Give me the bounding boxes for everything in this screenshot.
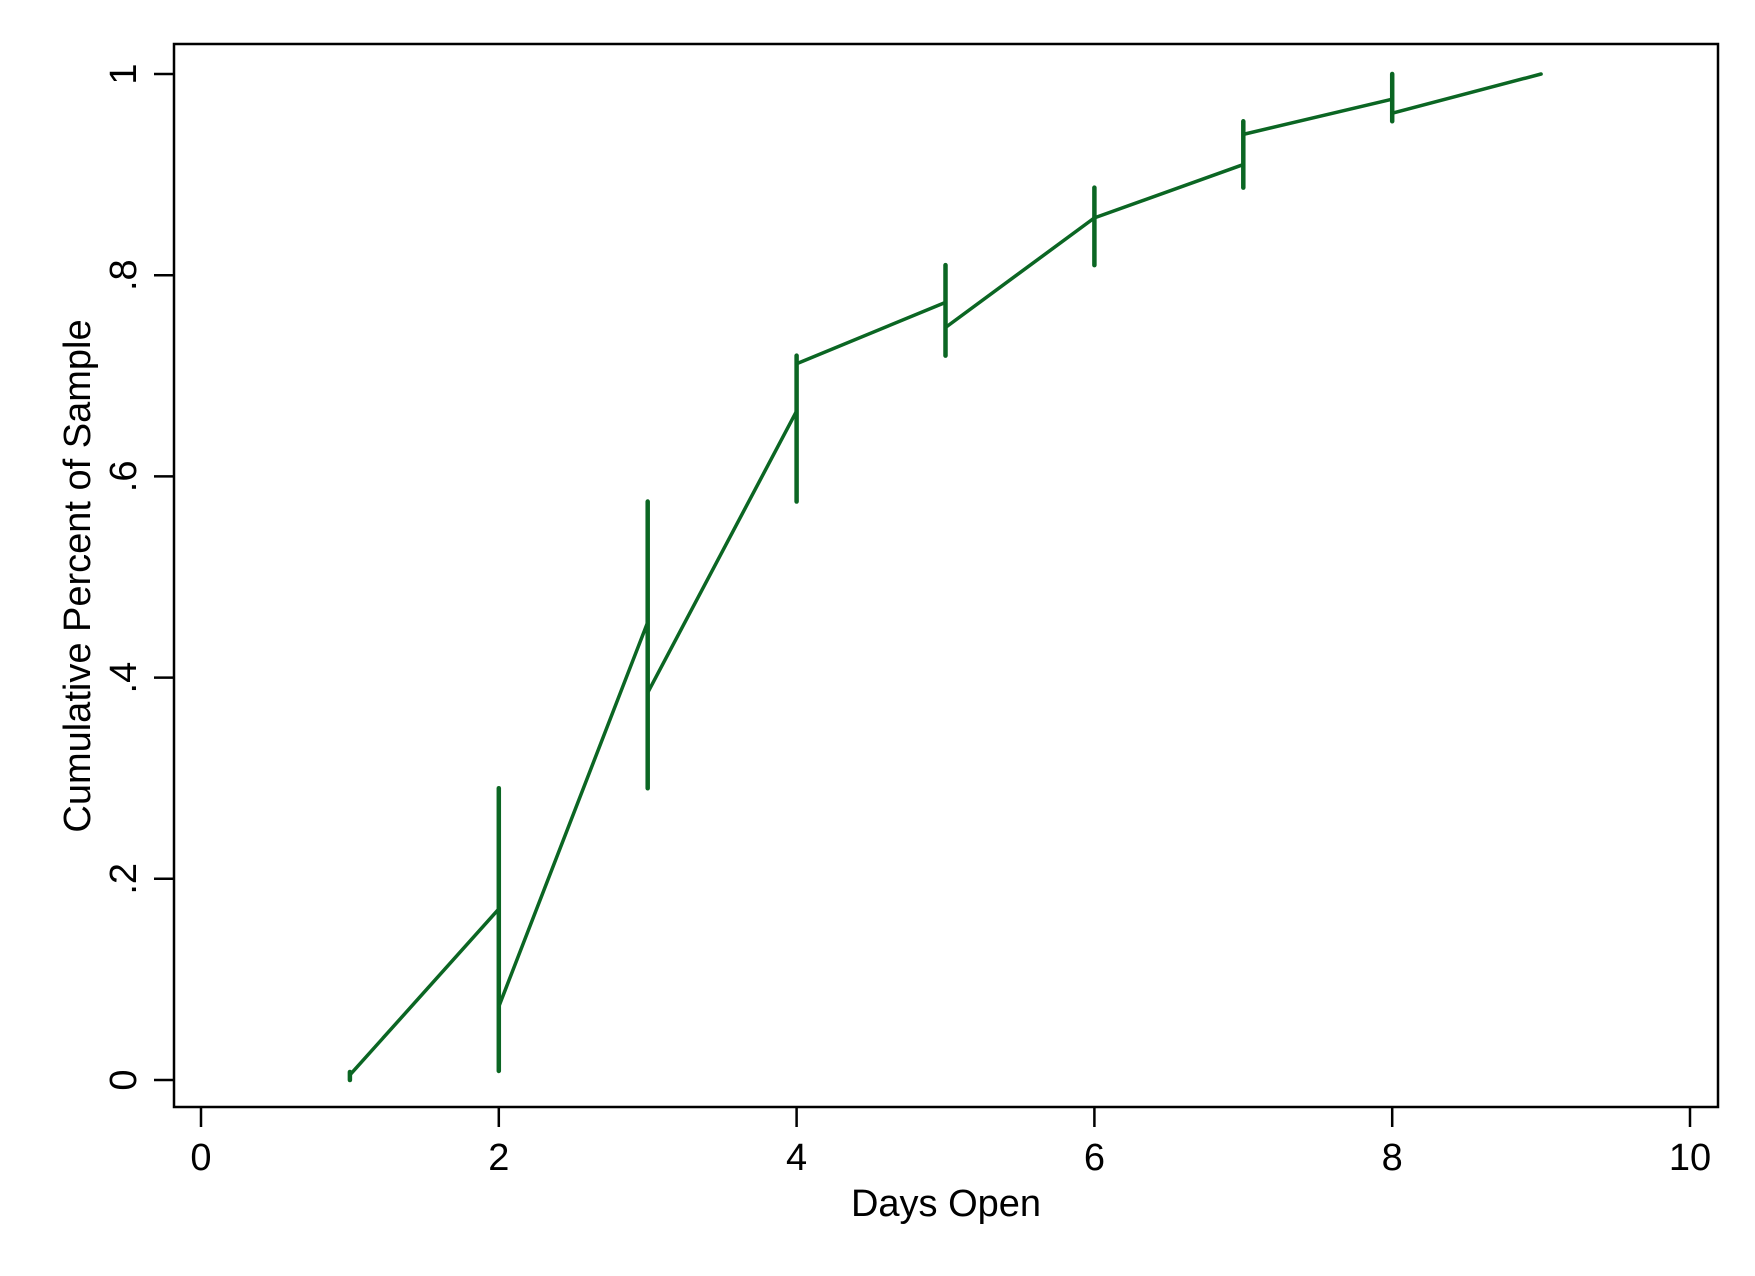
x-tick-label: 4 — [786, 1137, 807, 1179]
x-axis-title: Days Open — [851, 1183, 1041, 1225]
series-line-segment — [348, 907, 501, 1077]
x-tick-label: 0 — [190, 1137, 211, 1179]
y-axis: 0 .2 .4 .6 .8 1 — [103, 63, 174, 1091]
series-line-segment — [1390, 72, 1543, 115]
x-tick-label: 6 — [1084, 1137, 1105, 1179]
series-line-segment — [497, 620, 650, 1009]
x-tick-label: 8 — [1382, 1137, 1403, 1179]
series-line-segment — [645, 409, 799, 695]
series-line-segment — [794, 300, 948, 366]
y-tick-label: .4 — [103, 662, 145, 694]
y-tick-label: 1 — [103, 63, 145, 84]
plot-frame — [172, 42, 1720, 1109]
series-line-segment — [1092, 162, 1246, 220]
y-tick-label: .8 — [103, 259, 145, 291]
x-tick-label: 10 — [1669, 1137, 1711, 1179]
y-tick-label: .2 — [103, 863, 145, 895]
y-tick-label: 0 — [103, 1069, 145, 1090]
series-layer — [347, 71, 1543, 1083]
series-line-segment — [943, 216, 1097, 330]
series-line-segment — [1241, 97, 1394, 137]
x-tick-label: 2 — [488, 1137, 509, 1179]
y-tick-label: .6 — [103, 461, 145, 493]
y-axis-title: Cumulative Percent of Sample — [57, 319, 99, 832]
x-axis: 0 2 4 6 8 10 — [190, 1107, 1711, 1179]
